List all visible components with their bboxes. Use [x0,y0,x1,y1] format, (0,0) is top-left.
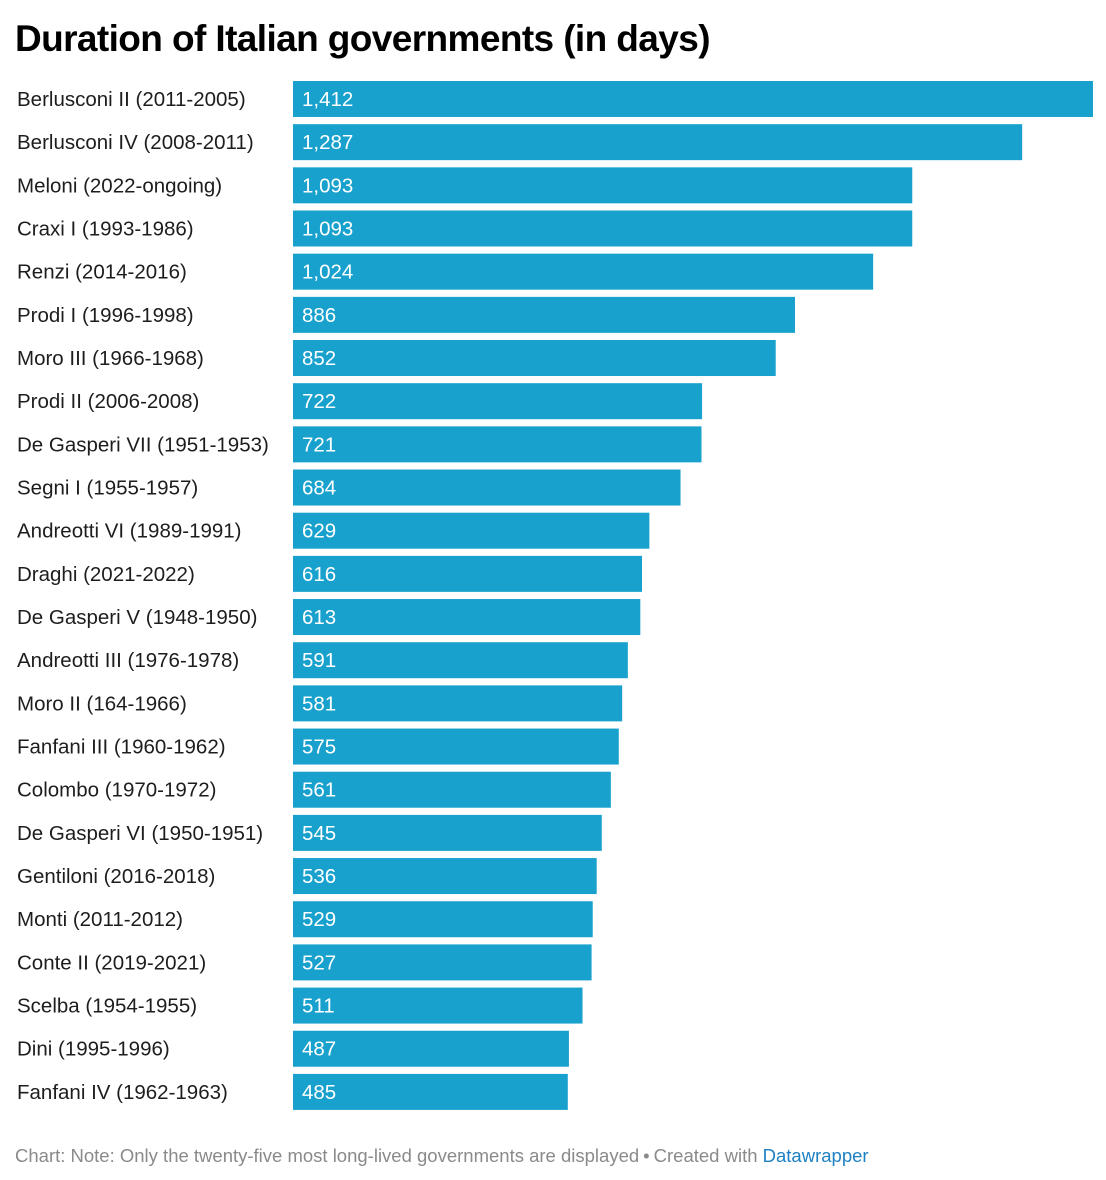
bar [293,296,795,333]
category-label: Andreotti VI (1989-1991) [17,520,242,543]
category-label: Andreotti III (1976-1978) [17,649,239,672]
category-label: Prodi II (2006-2008) [17,390,199,413]
bar [293,512,650,549]
category-label: Berlusconi II (2011-2005) [17,88,246,111]
bar [293,1030,569,1067]
category-label: Draghi (2021-2022) [17,563,195,586]
value-label: 613 [302,606,336,629]
bar [293,81,1093,117]
bar [293,642,628,679]
bar [293,469,681,506]
category-label: Gentiloni (2016-2018) [17,865,215,888]
bar [293,858,597,895]
category-label: Scelba (1954-1955) [17,995,197,1018]
bar [293,771,611,808]
chart-footer: Chart: Note: Only the twenty-five most l… [15,1145,869,1167]
footer-created-with: Created with [653,1145,758,1166]
bar [293,1073,568,1110]
footer-note: Chart: Note: Only the twenty-five most l… [15,1145,640,1166]
value-label: 616 [302,563,336,586]
bar [293,167,913,204]
category-label: Monti (2011-2012) [17,908,183,931]
category-label: Berlusconi IV (2008-2011) [17,131,254,154]
value-label: 581 [302,692,336,715]
category-label: Meloni (2022-ongoing) [17,174,222,197]
value-label: 529 [302,908,336,931]
bar [293,814,602,851]
category-label: Renzi (2014-2016) [17,261,187,284]
value-label: 1,093 [302,218,353,241]
value-label: 1,093 [302,174,353,197]
bar [293,685,623,722]
bar [293,383,703,420]
category-label: De Gasperi V (1948-1950) [17,606,257,629]
value-label: 629 [302,520,336,543]
value-label: 487 [302,1038,336,1061]
bar [293,599,641,636]
value-label: 545 [302,822,336,845]
category-label: Prodi I (1996-1998) [17,304,194,327]
value-label: 722 [302,390,336,413]
category-label: Craxi I (1993-1986) [17,218,194,241]
value-label: 591 [302,649,336,672]
value-label: 527 [302,951,336,974]
value-label: 561 [302,779,336,802]
value-label: 852 [302,347,336,370]
bar [293,901,593,938]
category-label: Moro II (164-1966) [17,692,187,715]
category-label: Moro III (1966-1968) [17,347,204,370]
bar [293,124,1023,161]
value-label: 485 [302,1081,336,1104]
bar [293,210,913,247]
value-label: 684 [302,477,336,500]
category-label: Fanfani III (1960-1962) [17,736,226,759]
bar [293,253,874,290]
bar [293,555,643,592]
bar [293,728,619,765]
bar [293,987,583,1024]
category-label: Dini (1995-1996) [17,1038,170,1061]
value-label: 1,412 [302,88,353,111]
value-label: 511 [302,995,335,1018]
bars-layer: Berlusconi II (2011-2005) 1,412 Berlusconi… [17,81,1093,1110]
bar [293,426,702,463]
bar [293,340,776,377]
category-label: Colombo (1970-1972) [17,779,216,802]
value-label: 1,287 [302,131,353,154]
category-label: Fanfani IV (1962-1963) [17,1081,228,1104]
value-label: 575 [302,736,336,759]
datawrapper-link[interactable]: Datawrapper [762,1145,869,1166]
footer-separator: • [643,1145,650,1166]
value-label: 886 [302,304,336,327]
value-label: 721 [302,433,336,456]
value-label: 536 [302,865,336,888]
category-label: Segni I (1955-1957) [17,477,198,500]
value-label: 1,024 [302,261,353,284]
chart-title: Duration of Italian governments (in days… [15,18,711,59]
bar [293,944,592,981]
category-label: De Gasperi VII (1951-1953) [17,433,269,456]
category-label: De Gasperi VI (1950-1951) [17,822,263,845]
category-label: Conte II (2019-2021) [17,951,206,974]
